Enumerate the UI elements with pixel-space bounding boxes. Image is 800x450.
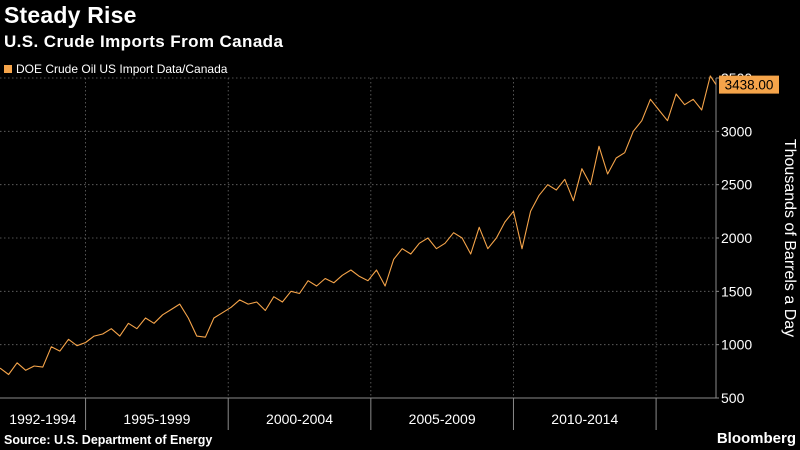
x-period-label: 1995-1999 <box>123 411 190 427</box>
chart-subtitle: U.S. Crude Imports From Canada <box>4 32 284 51</box>
x-period-label: 2005-2009 <box>409 411 476 427</box>
y-tick-label-1000: 1000 <box>721 337 752 353</box>
last-value-badge <box>719 75 779 94</box>
y-tick-label-2000: 2000 <box>721 230 752 246</box>
x-period-label: 2010-2014 <box>551 411 618 427</box>
y-tick-label-1500: 1500 <box>721 283 752 299</box>
x-period-label: 1992-1994 <box>9 411 76 427</box>
chart-title: Steady Rise <box>4 2 137 28</box>
series-line-canada-imports <box>0 75 717 376</box>
legend-label: DOE Crude Oil US Import Data/Canada <box>16 62 228 76</box>
y-tick-label-3000: 3000 <box>721 123 752 139</box>
y-tick-label-2500: 2500 <box>721 177 752 193</box>
bloomberg-logo: Bloomberg <box>716 430 796 447</box>
source-note: Source: U.S. Department of Energy <box>4 433 213 447</box>
legend-swatch-icon <box>4 65 12 73</box>
last-value-label: 3438.00 <box>725 78 774 93</box>
y-tick-label-500: 500 <box>721 390 745 406</box>
x-period-label: 2000-2004 <box>266 411 333 427</box>
y-axis-title: Thousands of Barrels a Day <box>781 139 798 337</box>
legend: DOE Crude Oil US Import Data/Canada <box>4 62 227 76</box>
